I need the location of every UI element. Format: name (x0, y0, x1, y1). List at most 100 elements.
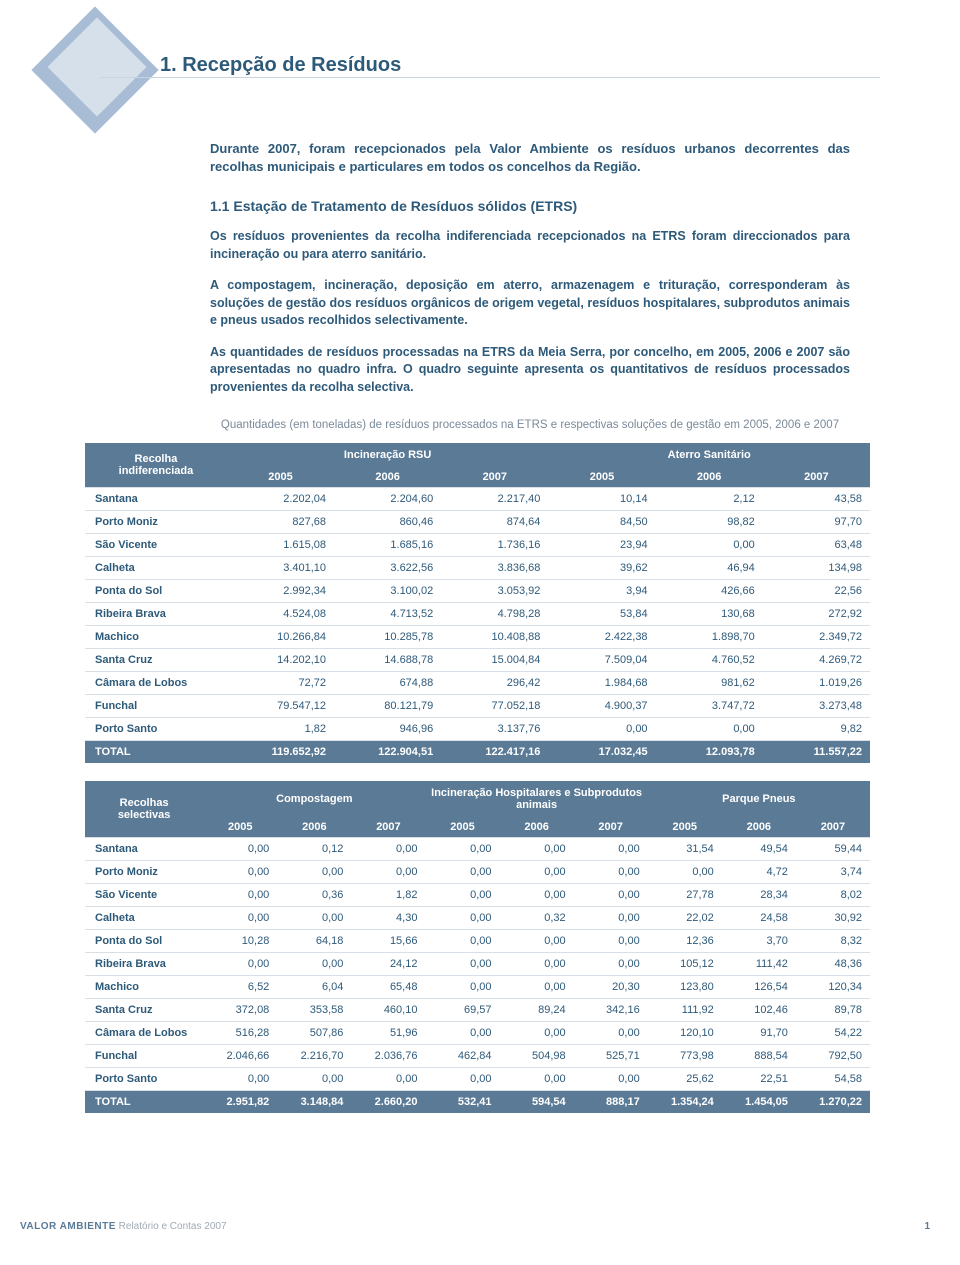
table-cell: 120,34 (796, 976, 870, 999)
table-cell: 43,58 (763, 488, 870, 511)
table-cell: 10.285,78 (334, 626, 441, 649)
table-cell: 4.798,28 (441, 603, 548, 626)
table-cell: 10.408,88 (441, 626, 548, 649)
total-cell: 11.557,22 (763, 741, 870, 764)
table-cell: 3,94 (548, 580, 655, 603)
table-row: Santana0,000,120,000,000,000,0031,5449,5… (85, 838, 870, 861)
tables-wrapper: RecolhaindiferenciadaIncineração RSUAter… (85, 443, 870, 1113)
row-label: Machico (85, 976, 203, 999)
row-label: São Vicente (85, 534, 227, 557)
table-cell: 353,58 (277, 999, 351, 1022)
table-cell: 9,82 (763, 718, 870, 741)
table-cell: 3.273,48 (763, 695, 870, 718)
table-cell: 0,00 (656, 534, 763, 557)
table-cell: 10,14 (548, 488, 655, 511)
table-cell: 39,62 (548, 557, 655, 580)
total-cell: 122.417,16 (441, 741, 548, 764)
table-cell: 25,62 (648, 1068, 722, 1091)
table-cell: 79.547,12 (227, 695, 334, 718)
table-cell: 0,00 (277, 953, 351, 976)
table-cell: 22,51 (722, 1068, 796, 1091)
row-label: Calheta (85, 907, 203, 930)
row-label: Porto Santo (85, 1068, 203, 1091)
paragraph-3: As quantidades de resíduos processadas n… (210, 344, 850, 397)
table-group-header: Aterro Sanitário (548, 443, 870, 467)
table-cell: 72,72 (227, 672, 334, 695)
table-cell: 946,96 (334, 718, 441, 741)
table-cell: 4.713,52 (334, 603, 441, 626)
table-cell: 0,00 (203, 953, 277, 976)
table-cell: 525,71 (574, 1045, 648, 1068)
table-cell: 342,16 (574, 999, 648, 1022)
table-row: Porto Moniz0,000,000,000,000,000,000,004… (85, 861, 870, 884)
table-cell: 0,00 (574, 907, 648, 930)
table-group-header: Incineração RSU (227, 443, 549, 467)
total-cell: 3.148,84 (277, 1091, 351, 1114)
table-cell: 4,72 (722, 861, 796, 884)
table-cell: 30,92 (796, 907, 870, 930)
table-cell: 89,78 (796, 999, 870, 1022)
table-cell: 20,30 (574, 976, 648, 999)
table-cell: 827,68 (227, 511, 334, 534)
table-year-header: 2007 (796, 817, 870, 838)
table-cell: 1.898,70 (656, 626, 763, 649)
table-row: Ribeira Brava0,000,0024,120,000,000,0010… (85, 953, 870, 976)
table-cell: 0,00 (425, 1068, 499, 1091)
table-cell: 0,00 (203, 861, 277, 884)
table-cell: 1.685,16 (334, 534, 441, 557)
total-cell: 122.904,51 (334, 741, 441, 764)
table-cell: 23,94 (548, 534, 655, 557)
table-cell: 3,74 (796, 861, 870, 884)
table-cell: 0,12 (277, 838, 351, 861)
table-cell: 4.524,08 (227, 603, 334, 626)
table-cell: 2.216,70 (277, 1045, 351, 1068)
table-row: Ponta do Sol10,2864,1815,660,000,000,001… (85, 930, 870, 953)
table-cell: 0,00 (351, 838, 425, 861)
table-cell: 4,30 (351, 907, 425, 930)
table-cell: 54,58 (796, 1068, 870, 1091)
footer-doc: Relatório e Contas 2007 (119, 1221, 227, 1232)
table-cell: 3.836,68 (441, 557, 548, 580)
table-cell: 0,00 (425, 953, 499, 976)
table-row: Câmara de Lobos72,72674,88296,421.984,68… (85, 672, 870, 695)
row-label: Porto Santo (85, 718, 227, 741)
table-cell: 0,00 (500, 930, 574, 953)
table-year-header: 2006 (500, 817, 574, 838)
table-cell: 0,00 (203, 907, 277, 930)
table-cell: 69,57 (425, 999, 499, 1022)
table-row: São Vicente0,000,361,820,000,000,0027,78… (85, 884, 870, 907)
table-cell: 0,00 (574, 953, 648, 976)
table-cell: 462,84 (425, 1045, 499, 1068)
table-cell: 8,02 (796, 884, 870, 907)
table-cell: 2.036,76 (351, 1045, 425, 1068)
total-cell: 532,41 (425, 1091, 499, 1114)
header-banner: 1. Recepção de Resíduos (60, 30, 900, 90)
table-cell: 0,00 (500, 838, 574, 861)
table-cell: 2.204,60 (334, 488, 441, 511)
row-label: Ponta do Sol (85, 930, 203, 953)
table-cell: 54,22 (796, 1022, 870, 1045)
table-cell: 0,00 (574, 861, 648, 884)
table-row: Câmara de Lobos516,28507,8651,960,000,00… (85, 1022, 870, 1045)
table-cell: 130,68 (656, 603, 763, 626)
table-cell: 12,36 (648, 930, 722, 953)
table-cell: 0,00 (425, 930, 499, 953)
total-cell: 1.354,24 (648, 1091, 722, 1114)
table-row: Calheta0,000,004,300,000,320,0022,0224,5… (85, 907, 870, 930)
total-cell: 594,54 (500, 1091, 574, 1114)
table-cell: 120,10 (648, 1022, 722, 1045)
intro-paragraph: Durante 2007, foram recepcionados pela V… (210, 140, 850, 176)
total-cell: 2.951,82 (203, 1091, 277, 1114)
table-cell: 0,00 (425, 1022, 499, 1045)
table-cell: 102,46 (722, 999, 796, 1022)
table-cell: 2.422,38 (548, 626, 655, 649)
row-label: Ponta do Sol (85, 580, 227, 603)
table-recolhas-selectivas: RecolhasselectivasCompostagemIncineração… (85, 781, 870, 1113)
table-cell: 860,46 (334, 511, 441, 534)
table-cell: 0,00 (203, 884, 277, 907)
table-cell: 46,94 (656, 557, 763, 580)
page-footer: VALOR AMBIENTE Relatório e Contas 2007 1 (20, 1221, 930, 1232)
table-cell: 3.401,10 (227, 557, 334, 580)
table-year-header: 2007 (763, 467, 870, 488)
table-cell: 0,00 (425, 861, 499, 884)
